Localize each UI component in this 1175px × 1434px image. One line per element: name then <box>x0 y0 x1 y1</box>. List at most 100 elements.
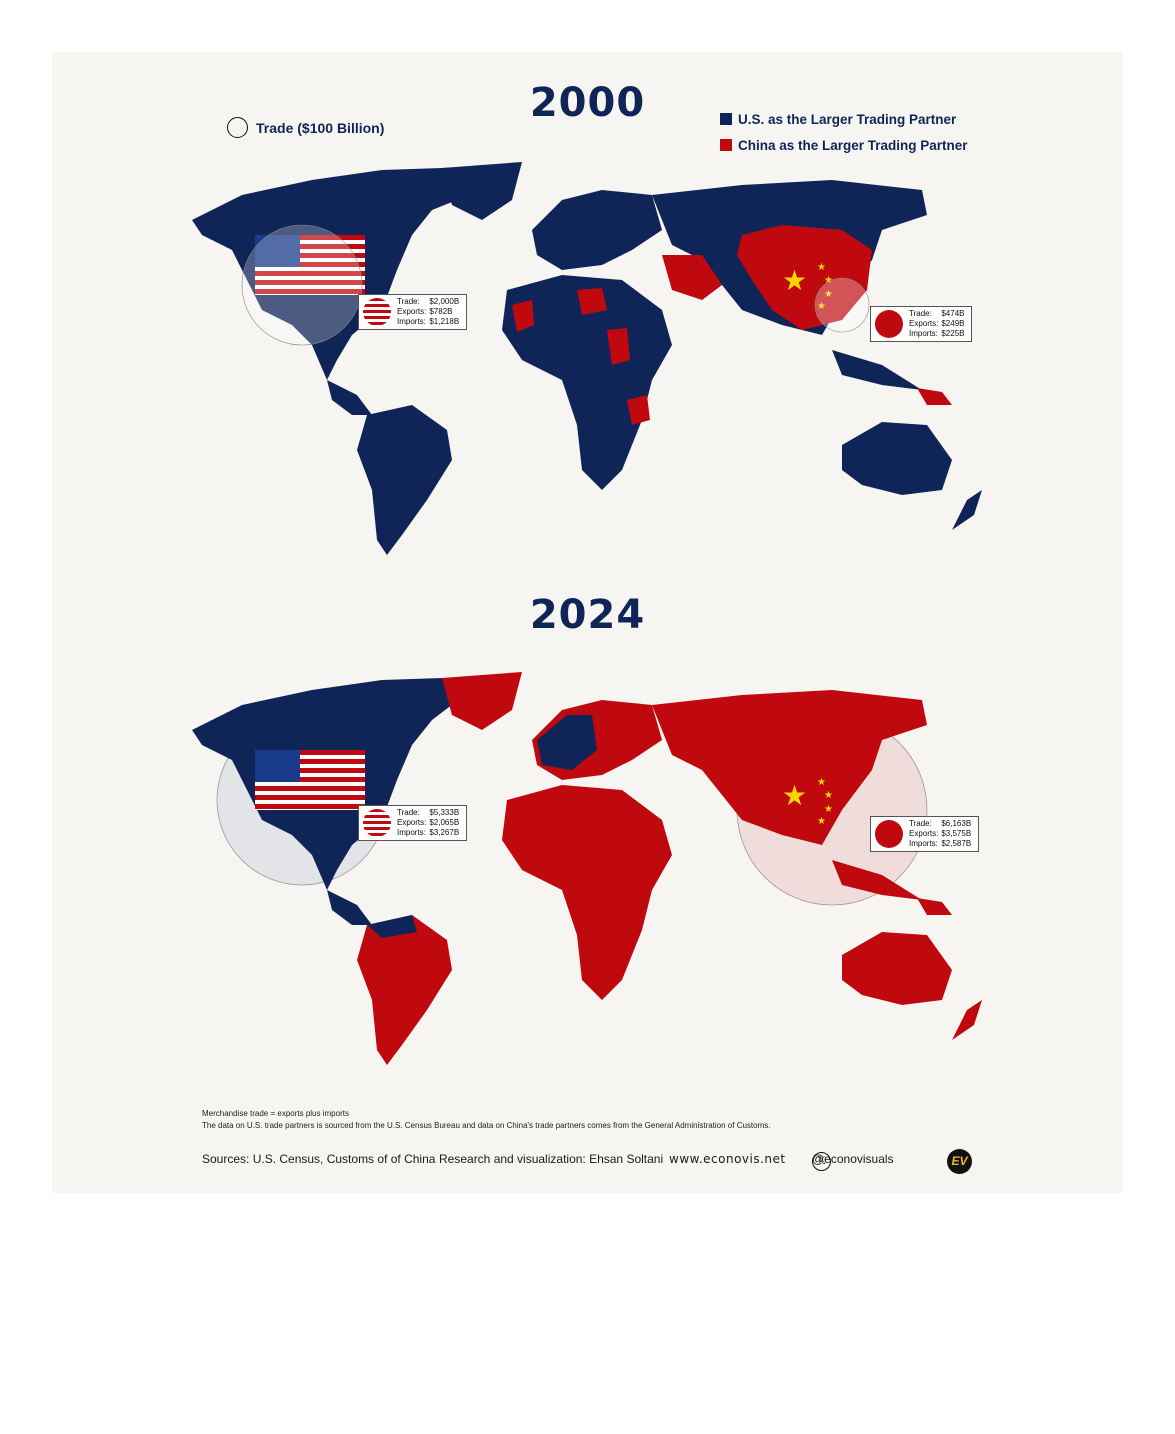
china-swatch-icon <box>720 139 732 151</box>
us-flag-icon <box>255 750 365 810</box>
us-round-flag-icon <box>363 809 391 837</box>
econovis-logo-icon: EV <box>947 1149 972 1174</box>
china-imports-value-2024: $2,587B <box>941 839 972 848</box>
svg-text:★: ★ <box>824 275 833 286</box>
svg-text:★: ★ <box>782 779 807 812</box>
china-round-flag-icon <box>875 310 903 338</box>
svg-text:★: ★ <box>824 804 833 815</box>
central-america-2024 <box>327 890 372 925</box>
legend-us-label: U.S. as the Larger Trading Partner <box>738 111 957 127</box>
china-trade-bubble-2000 <box>814 277 870 333</box>
us-stats-2024: Trade: $5,333B Exports: $2,065B Imports: $3… <box>358 805 468 841</box>
website-link[interactable]: www.econovis.net <box>669 1152 786 1166</box>
us-stats-table-2000: Trade: $2,000B Exports: $782B Imports: $1,2… <box>397 297 462 327</box>
us-stats-2000: Trade: $2,000B Exports: $782B Imports: $1,2… <box>358 294 468 330</box>
china-flag-icon: ★ ★ ★ ★ ★ <box>782 777 833 827</box>
china-stats-2000: Trade: $474B Exports: $249B Imports: $225B <box>870 306 973 342</box>
us-imports-value-2000: $1,218B <box>429 317 460 326</box>
x-logo-icon: 𝕏 <box>812 1152 831 1171</box>
footnote: Merchandise trade = exports plus imports… <box>202 1108 770 1132</box>
se-asia-2000 <box>832 350 922 390</box>
year-title-2024: 2024 <box>529 592 646 638</box>
middle-east-2000 <box>662 255 722 300</box>
china-round-flag-icon <box>875 820 903 848</box>
china-stats-table-2000: Trade: $474B Exports: $249B Imports: $225B <box>909 309 967 339</box>
world-map-2024: ★ ★ ★ ★ ★ <box>192 672 982 1065</box>
stat-label: Exports: <box>909 319 939 328</box>
new-zealand-2024 <box>952 1000 982 1040</box>
svg-text:★: ★ <box>824 790 833 801</box>
us-exports-value-2000: $782B <box>429 307 453 316</box>
us-stats-table-2024: Trade: $5,333B Exports: $2,065B Imports: $3… <box>397 808 462 838</box>
svg-text:★: ★ <box>817 777 826 788</box>
china-flag-icon: ★ ★ ★ ★ ★ <box>782 262 833 312</box>
china-stats-2024: Trade: $6,163B Exports: $3,575B Imports: $2… <box>870 816 980 852</box>
world-map-2000: ★ ★ ★ ★ ★ <box>192 162 982 555</box>
us-round-flag-icon <box>363 298 391 326</box>
sources-text: Sources: U.S. Census, Customs of of Chin… <box>202 1152 436 1166</box>
africa-2024 <box>502 785 672 1000</box>
stat-label: Trade: <box>909 309 932 318</box>
stat-label: Exports: <box>397 818 427 827</box>
east-africa-2000 <box>627 395 650 425</box>
us-trade-value-2000: $2,000B <box>429 297 460 306</box>
australia-2024 <box>842 932 952 1005</box>
footnote-data-sources: The data on U.S. trade partners is sourc… <box>202 1121 771 1130</box>
us-imports-value-2024: $3,267B <box>429 828 460 837</box>
china-stats-table-2024: Trade: $6,163B Exports: $3,575B Imports: $2… <box>909 819 974 849</box>
west-africa-2000 <box>512 300 534 332</box>
south-america-2000 <box>357 405 452 555</box>
australia-2000 <box>842 422 952 495</box>
sudan-2000 <box>607 328 630 365</box>
central-america-2000 <box>327 380 372 415</box>
png-2000 <box>917 388 952 405</box>
asia-2024 <box>652 690 927 845</box>
greenland-2000 <box>442 162 522 220</box>
stat-label: Trade: <box>397 808 420 817</box>
svg-text:★: ★ <box>782 264 807 297</box>
stat-label: Imports: <box>397 317 426 326</box>
svg-text:★: ★ <box>817 816 826 827</box>
china-exports-value-2024: $3,575B <box>941 829 972 838</box>
svg-text:★: ★ <box>817 262 826 273</box>
stat-label: Exports: <box>397 307 427 316</box>
china-trade-value-2024: $6,163B <box>941 819 972 828</box>
svg-text:★: ★ <box>817 301 826 312</box>
credit-text: Research and visualization: Ehsan Soltan… <box>439 1152 664 1166</box>
png-2024 <box>917 898 952 915</box>
africa-2000 <box>502 275 672 490</box>
trade-size-legend-label: Trade ($100 Billion) <box>256 119 385 136</box>
color-legend: U.S. as the Larger Trading Partner China… <box>720 106 968 158</box>
stat-label: Imports: <box>909 839 938 848</box>
western-europe-2024 <box>537 715 597 770</box>
legend-china-label: China as the Larger Trading Partner <box>738 137 968 153</box>
footer-bar: Sources: U.S. Census, Customs of of Chin… <box>202 1152 982 1172</box>
stat-label: Imports: <box>909 329 938 338</box>
china-trade-value-2000: $474B <box>941 309 965 318</box>
se-asia-2024 <box>832 860 922 900</box>
size-ring-icon <box>227 117 248 138</box>
us-swatch-icon <box>720 113 732 125</box>
legend-us: U.S. as the Larger Trading Partner <box>720 106 968 132</box>
europe-2000 <box>532 190 662 270</box>
infographic-card: 2000 Trade ($100 Billion) U.S. as the La… <box>52 52 1123 1193</box>
us-trade-bubble-2000 <box>241 224 363 346</box>
us-trade-value-2024: $5,333B <box>429 808 460 817</box>
colombia-venezuela-2024 <box>367 915 417 938</box>
stat-label: Exports: <box>909 829 939 838</box>
continents-2000 <box>192 162 982 555</box>
new-zealand-2000 <box>952 490 982 530</box>
stat-label: Trade: <box>397 297 420 306</box>
footnote-definition: Merchandise trade = exports plus imports <box>202 1109 349 1118</box>
us-exports-value-2024: $2,065B <box>429 818 460 827</box>
stat-label: Imports: <box>397 828 426 837</box>
china-exports-value-2000: $249B <box>941 319 965 328</box>
year-title-2000: 2000 <box>529 80 646 126</box>
handle-text: @econovisuals <box>812 1152 894 1166</box>
china-2000 <box>737 225 872 330</box>
libya-2000 <box>577 288 607 315</box>
trade-size-legend: Trade ($100 Billion) <box>227 117 384 138</box>
greenland-2024 <box>442 672 522 730</box>
south-america-2024 <box>357 915 452 1065</box>
china-imports-value-2000: $225B <box>941 329 965 338</box>
